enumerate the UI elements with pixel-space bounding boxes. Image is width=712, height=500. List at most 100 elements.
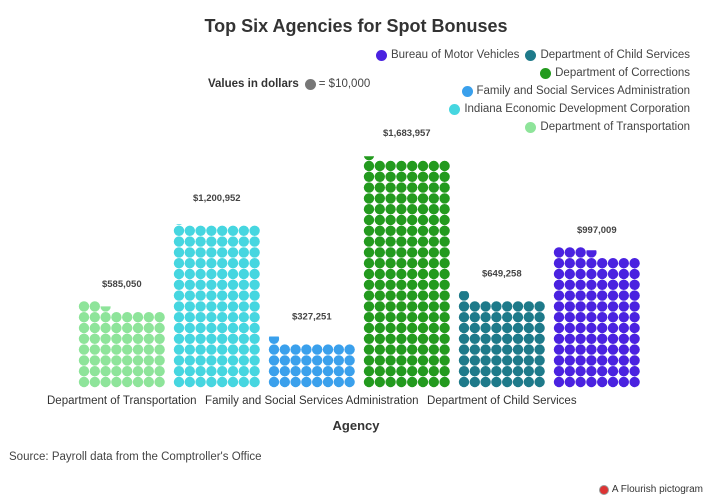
dot — [184, 247, 195, 258]
bar-group[interactable]: $327,251 Family and Social Services Admin… — [205, 312, 418, 407]
source-note: Source: Payroll data from the Comptrolle… — [9, 451, 262, 463]
legend-item[interactable]: Department of Corrections — [540, 67, 690, 79]
unit-value: = $10,000 — [318, 78, 371, 90]
dot — [396, 160, 407, 172]
dot — [407, 225, 418, 236]
dot — [534, 355, 545, 366]
dot — [363, 366, 375, 377]
dot — [249, 366, 260, 377]
dot — [586, 258, 597, 269]
dot — [512, 301, 524, 312]
dot — [417, 344, 429, 355]
dot — [417, 301, 429, 312]
dot — [553, 312, 565, 323]
dot — [629, 268, 640, 280]
dot — [534, 312, 545, 323]
legend-dot-icon — [525, 49, 537, 61]
dot — [78, 366, 90, 377]
dot — [184, 355, 195, 366]
dot — [618, 333, 629, 344]
legend-item[interactable]: Family and Social Services Administratio… — [461, 85, 690, 97]
dot — [417, 355, 429, 366]
flourish-credit[interactable]: A Flourish pictogram — [598, 484, 703, 495]
legend-item[interactable]: Bureau of Motor Vehicles — [375, 49, 519, 61]
dot — [290, 344, 301, 355]
x-axis-label: Agency — [332, 418, 380, 433]
dot — [597, 258, 608, 269]
dot — [575, 312, 586, 323]
dot — [89, 301, 101, 312]
dot — [249, 344, 260, 355]
dot — [374, 355, 385, 366]
dot — [607, 301, 619, 312]
dot — [407, 279, 418, 290]
dot — [363, 204, 375, 215]
dot — [607, 376, 619, 388]
dot — [279, 366, 290, 377]
dot — [173, 366, 185, 377]
dot — [502, 376, 513, 388]
legend-item[interactable]: Department of Child Services — [525, 49, 690, 61]
dot — [122, 376, 133, 388]
dot — [564, 258, 575, 269]
legend-item[interactable]: Department of Transportation — [525, 121, 690, 133]
dot — [132, 366, 144, 377]
dot — [417, 193, 429, 204]
dot — [407, 204, 418, 215]
dot — [458, 344, 470, 355]
dot — [396, 193, 407, 204]
dot — [618, 258, 629, 269]
dot — [206, 290, 217, 301]
dot — [586, 301, 597, 312]
dot — [523, 376, 534, 388]
dot — [439, 160, 450, 172]
dot — [143, 312, 154, 323]
dot — [173, 279, 185, 290]
partial-dot — [268, 336, 280, 344]
bar-group[interactable]: $649,258 Department of Child Services — [427, 268, 577, 407]
dot — [184, 301, 195, 312]
dot — [575, 376, 586, 388]
dot — [396, 214, 407, 226]
legend-dot-icon — [525, 121, 537, 133]
dot — [195, 344, 206, 355]
dot — [173, 333, 185, 344]
dot — [575, 322, 586, 334]
dot — [249, 333, 260, 344]
dot — [206, 236, 217, 247]
dot — [227, 279, 239, 290]
bar-group[interactable]: $997,009 — [553, 225, 640, 388]
dot — [439, 258, 450, 269]
flourish-credit-text: A Flourish pictogram — [611, 484, 703, 495]
dot — [586, 344, 597, 355]
dot — [173, 247, 185, 258]
dot — [363, 258, 375, 269]
dot — [249, 258, 260, 269]
partial-dot — [363, 156, 375, 161]
bar-group[interactable]: $1,683,957 — [363, 128, 450, 388]
dot — [385, 290, 396, 301]
dot — [78, 376, 90, 388]
dot — [217, 279, 228, 290]
dot — [111, 366, 122, 377]
partial-dot — [458, 291, 470, 301]
dot — [78, 333, 90, 344]
bar-group[interactable]: $1,200,952 — [173, 193, 260, 388]
dot — [227, 236, 239, 247]
unit-dot-icon — [304, 78, 316, 90]
dot — [385, 268, 396, 280]
dot — [417, 214, 429, 226]
dot — [184, 366, 195, 377]
dot — [553, 268, 565, 280]
dot — [575, 355, 586, 366]
dot — [363, 301, 375, 312]
dot — [407, 333, 418, 344]
dot — [268, 366, 280, 377]
dot — [154, 344, 165, 355]
dot — [154, 333, 165, 344]
legend-item[interactable]: Indiana Economic Development Corporation — [449, 103, 690, 115]
dot — [363, 214, 375, 226]
bar-group[interactable]: $585,050 Department of Transportation — [47, 279, 197, 407]
dot — [238, 268, 249, 280]
dot — [428, 160, 439, 172]
